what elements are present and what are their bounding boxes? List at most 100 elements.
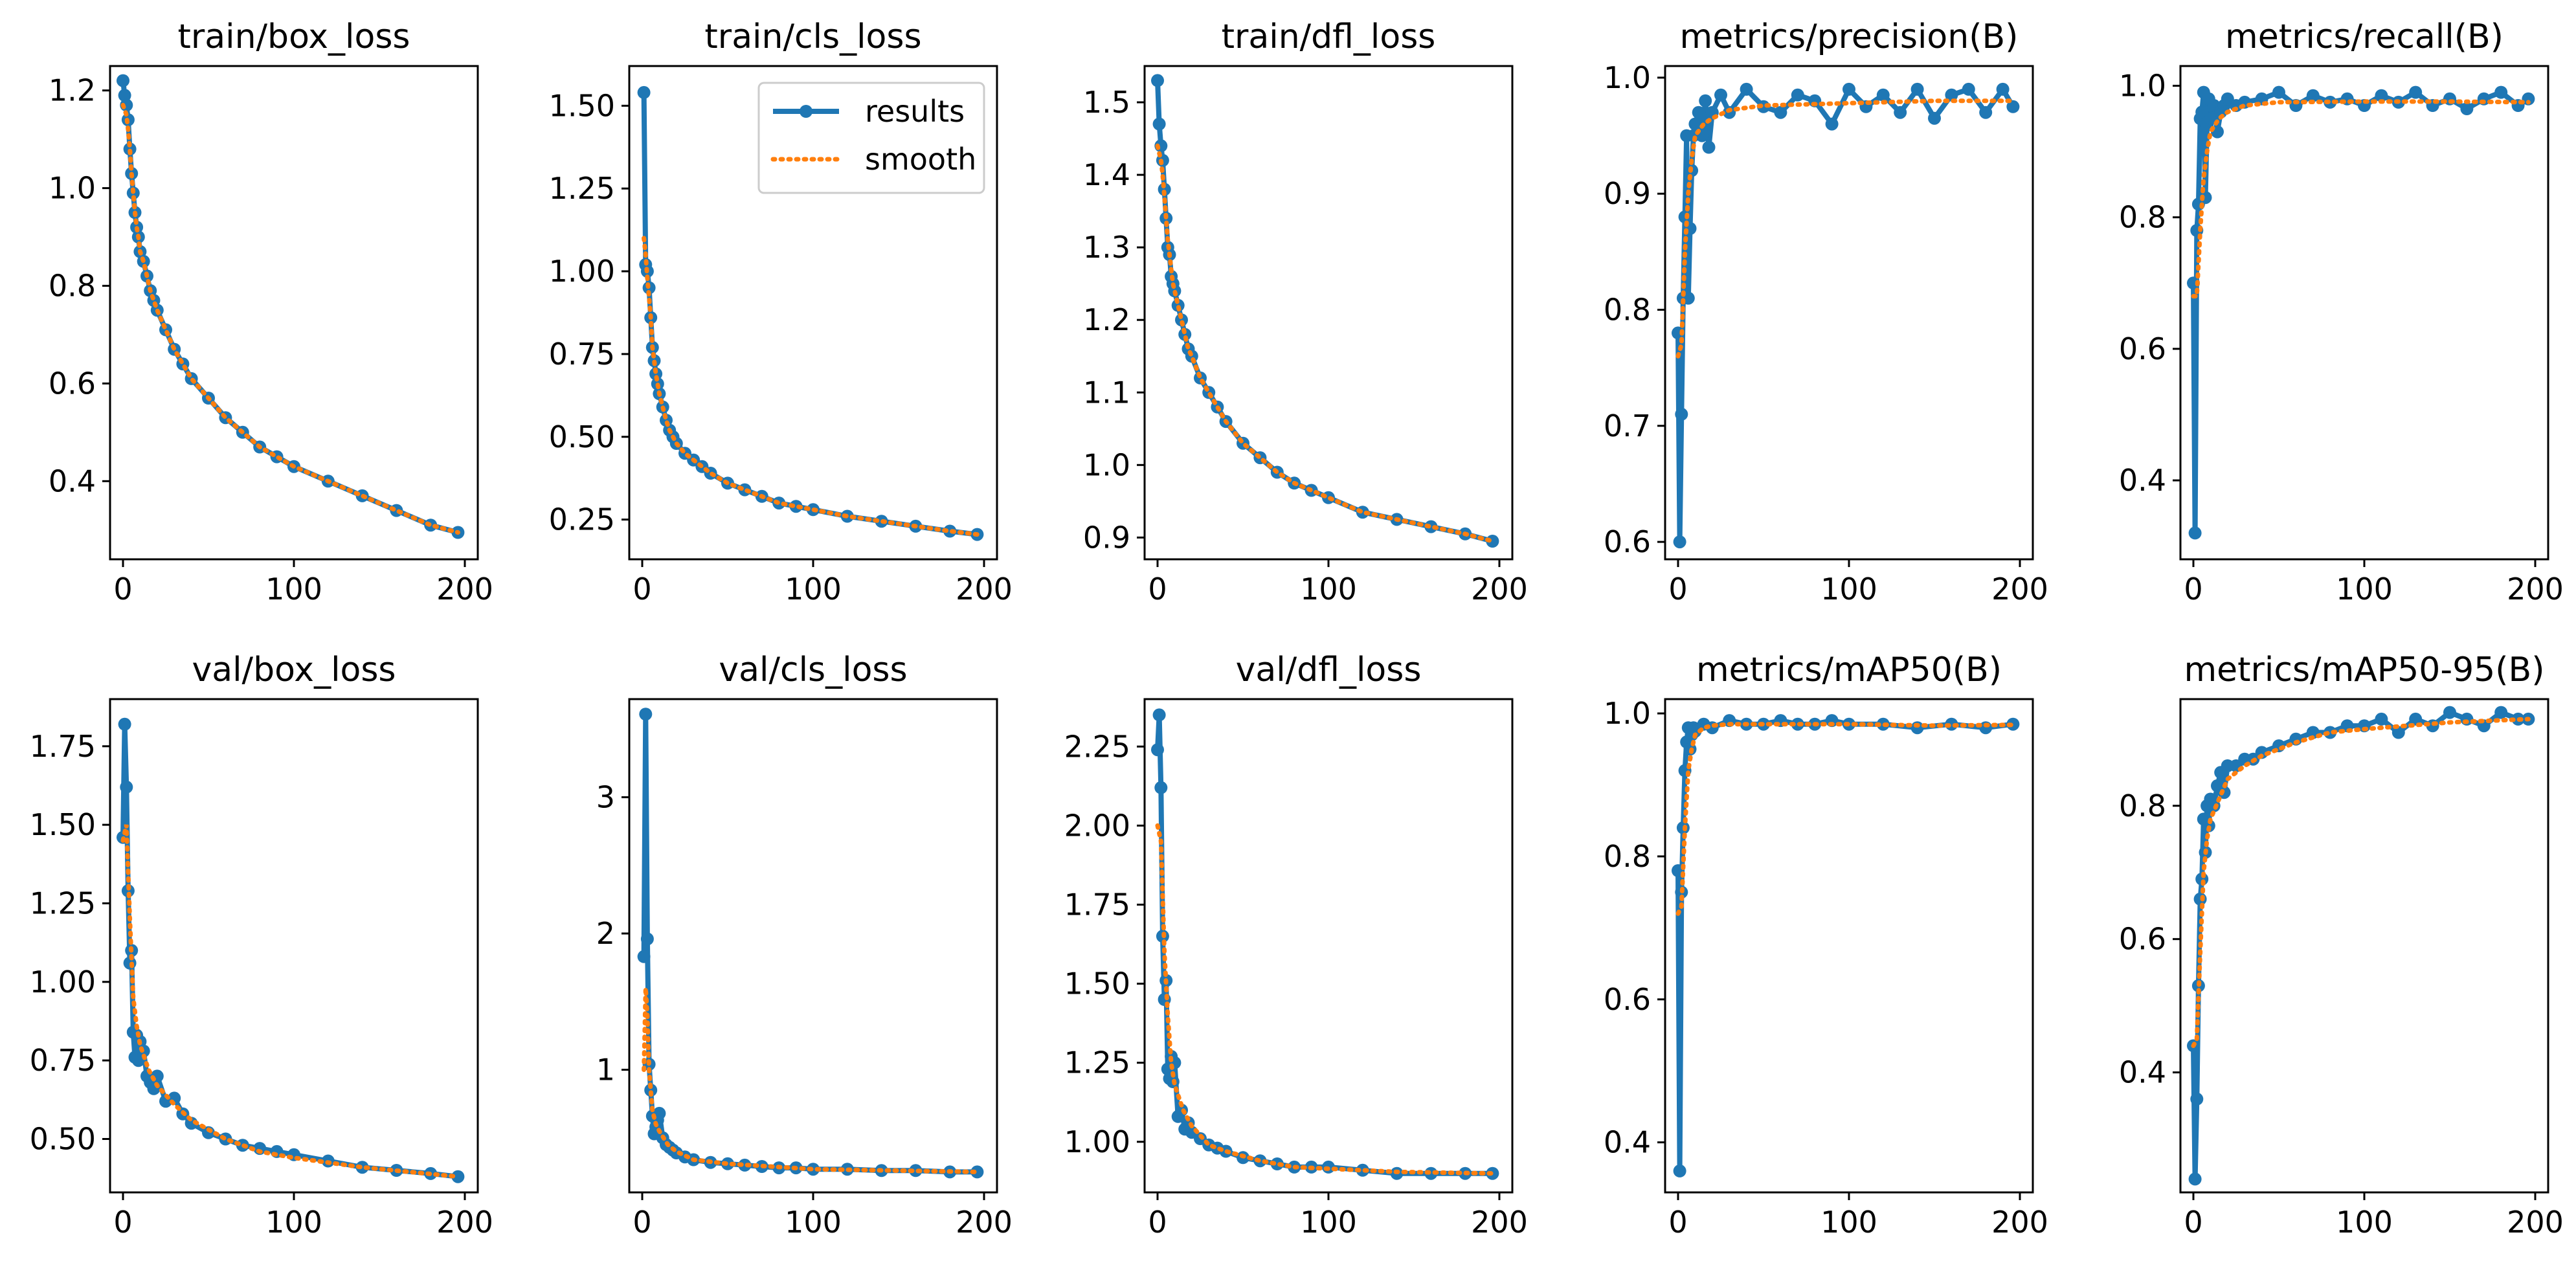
x-tick-label: 200 bbox=[436, 1205, 493, 1240]
subplot-title: metrics/mAP50(B) bbox=[1696, 651, 2002, 689]
y-tick-label: 0.4 bbox=[2119, 1055, 2166, 1090]
y-tick-label: 1.50 bbox=[549, 88, 615, 123]
results-point bbox=[1825, 117, 1839, 131]
legend-results-marker bbox=[800, 105, 812, 118]
y-tick-label: 0.6 bbox=[1604, 982, 1651, 1017]
results-point bbox=[131, 1054, 145, 1067]
subplot-4: metrics/precision(B) 0 100 200 0.6 0.7 0.8 0.9 1… bbox=[1604, 17, 2048, 607]
results-point bbox=[1158, 183, 1171, 196]
results-point bbox=[2375, 712, 2388, 726]
x-tick-label: 100 bbox=[1820, 1205, 1877, 1240]
y-tick-label: 0.8 bbox=[1604, 293, 1651, 328]
subplot-10: metrics/mAP50-95(B) 0 100 200 0.4 0.6 0.8 bbox=[2119, 651, 2564, 1240]
x-tick-label: 0 bbox=[2184, 1205, 2202, 1240]
subplot-title: train/dfl_loss bbox=[1222, 17, 1436, 56]
subplot-title: metrics/precision(B) bbox=[1680, 17, 2019, 56]
results-point bbox=[1910, 82, 1924, 96]
results-point bbox=[2460, 102, 2474, 115]
results-point bbox=[1774, 106, 1787, 119]
x-tick-label: 200 bbox=[956, 1205, 1013, 1240]
results-point bbox=[639, 708, 653, 721]
y-tick-label: 0.7 bbox=[1604, 408, 1651, 443]
subplot-title: val/cls_loss bbox=[719, 651, 907, 689]
y-tick-label: 0.8 bbox=[2119, 200, 2166, 235]
y-tick-label: 1 bbox=[596, 1053, 615, 1088]
results-point bbox=[117, 74, 129, 87]
results-point bbox=[2187, 276, 2200, 290]
y-tick-label: 1.2 bbox=[49, 73, 96, 108]
results-point bbox=[1692, 106, 1705, 119]
smooth-line bbox=[1675, 722, 2015, 916]
results-point bbox=[1424, 520, 1438, 533]
y-tick-label: 0.75 bbox=[549, 337, 615, 372]
y-tick-label: 0.6 bbox=[2119, 922, 2166, 957]
results-point bbox=[1979, 106, 1993, 119]
x-tick-label: 0 bbox=[2184, 572, 2202, 607]
results-point bbox=[1151, 743, 1164, 757]
results-point bbox=[1688, 117, 1702, 131]
results-point bbox=[789, 500, 803, 513]
results-point bbox=[909, 1164, 923, 1177]
results-point bbox=[2522, 92, 2535, 106]
results-point bbox=[2409, 85, 2423, 99]
y-tick-label: 0.75 bbox=[30, 1043, 96, 1078]
y-tick-label: 1.4 bbox=[1083, 157, 1130, 192]
subplot-title: metrics/mAP50-95(B) bbox=[2184, 651, 2545, 689]
y-tick-label: 1.75 bbox=[1064, 887, 1130, 922]
results-point bbox=[1894, 106, 1907, 119]
y-tick-label: 1.0 bbox=[1604, 696, 1651, 731]
y-tick-label: 1.0 bbox=[2119, 68, 2166, 103]
y-tick-label: 0.4 bbox=[49, 463, 96, 498]
results-point bbox=[1178, 328, 1192, 341]
results-point bbox=[1270, 1157, 1284, 1170]
y-tick-label: 1.1 bbox=[1083, 375, 1130, 410]
smooth-line bbox=[1155, 143, 1495, 544]
y-tick-label: 0.4 bbox=[2119, 463, 2166, 498]
results-point bbox=[2409, 712, 2423, 726]
y-tick-label: 0.50 bbox=[549, 419, 615, 454]
results-point bbox=[1699, 94, 1712, 107]
subplot-8: val/dfl_loss 0 100 200 1.00 1.25 1.50 1.75 2.00 2… bbox=[1064, 651, 1528, 1240]
subplot-7: val/cls_loss 0 100 200 1 2 3 bbox=[596, 651, 1013, 1240]
results-point bbox=[120, 780, 133, 794]
y-tick-label: 1.50 bbox=[30, 807, 96, 842]
results-point bbox=[640, 932, 654, 946]
x-tick-label: 0 bbox=[1668, 572, 1687, 607]
results-point bbox=[1740, 82, 1753, 96]
subplot-2: train/cls_loss 0 100 200 0.25 0.50 0.75 1.00 1.2… bbox=[549, 17, 1013, 607]
x-tick-label: 100 bbox=[1300, 1205, 1357, 1240]
x-tick-label: 100 bbox=[265, 572, 322, 607]
y-tick-label: 1.25 bbox=[1064, 1045, 1130, 1080]
smooth-line bbox=[2191, 99, 2531, 299]
x-tick-label: 0 bbox=[113, 572, 132, 607]
y-tick-label: 1.3 bbox=[1083, 230, 1130, 265]
y-tick-label: 0.6 bbox=[1604, 524, 1651, 559]
results-point bbox=[2006, 100, 2020, 113]
subplot-3: train/dfl_loss 0 100 200 0.9 1.0 1.1 1.2 1.3 1.4 1… bbox=[1083, 17, 1528, 607]
results-point bbox=[1675, 407, 1688, 421]
results-point bbox=[1962, 82, 1975, 96]
y-tick-label: 0.50 bbox=[30, 1121, 96, 1156]
results-point bbox=[2375, 89, 2388, 102]
y-tick-label: 3 bbox=[596, 780, 615, 815]
results-point bbox=[1876, 88, 1890, 102]
results-point bbox=[1688, 724, 1702, 738]
results-point bbox=[1152, 708, 1166, 722]
y-tick-label: 0.6 bbox=[49, 366, 96, 401]
x-tick-label: 200 bbox=[956, 572, 1013, 607]
results-point bbox=[451, 1170, 465, 1183]
subplot-title: train/cls_loss bbox=[704, 17, 921, 56]
results-point bbox=[637, 950, 651, 963]
x-tick-label: 0 bbox=[113, 1205, 132, 1240]
y-tick-label: 1.5 bbox=[1083, 85, 1130, 120]
y-tick-label: 1.2 bbox=[1083, 302, 1130, 337]
results-point bbox=[1996, 82, 2010, 96]
results-point bbox=[2494, 706, 2508, 719]
y-tick-label: 1.25 bbox=[549, 171, 615, 206]
subplot-5: metrics/recall(B) 0 100 200 0.4 0.6 0.8 1.0 bbox=[2119, 17, 2564, 607]
x-tick-label: 100 bbox=[2336, 1205, 2393, 1240]
smooth-line bbox=[120, 102, 460, 535]
results-point bbox=[1154, 781, 1168, 794]
